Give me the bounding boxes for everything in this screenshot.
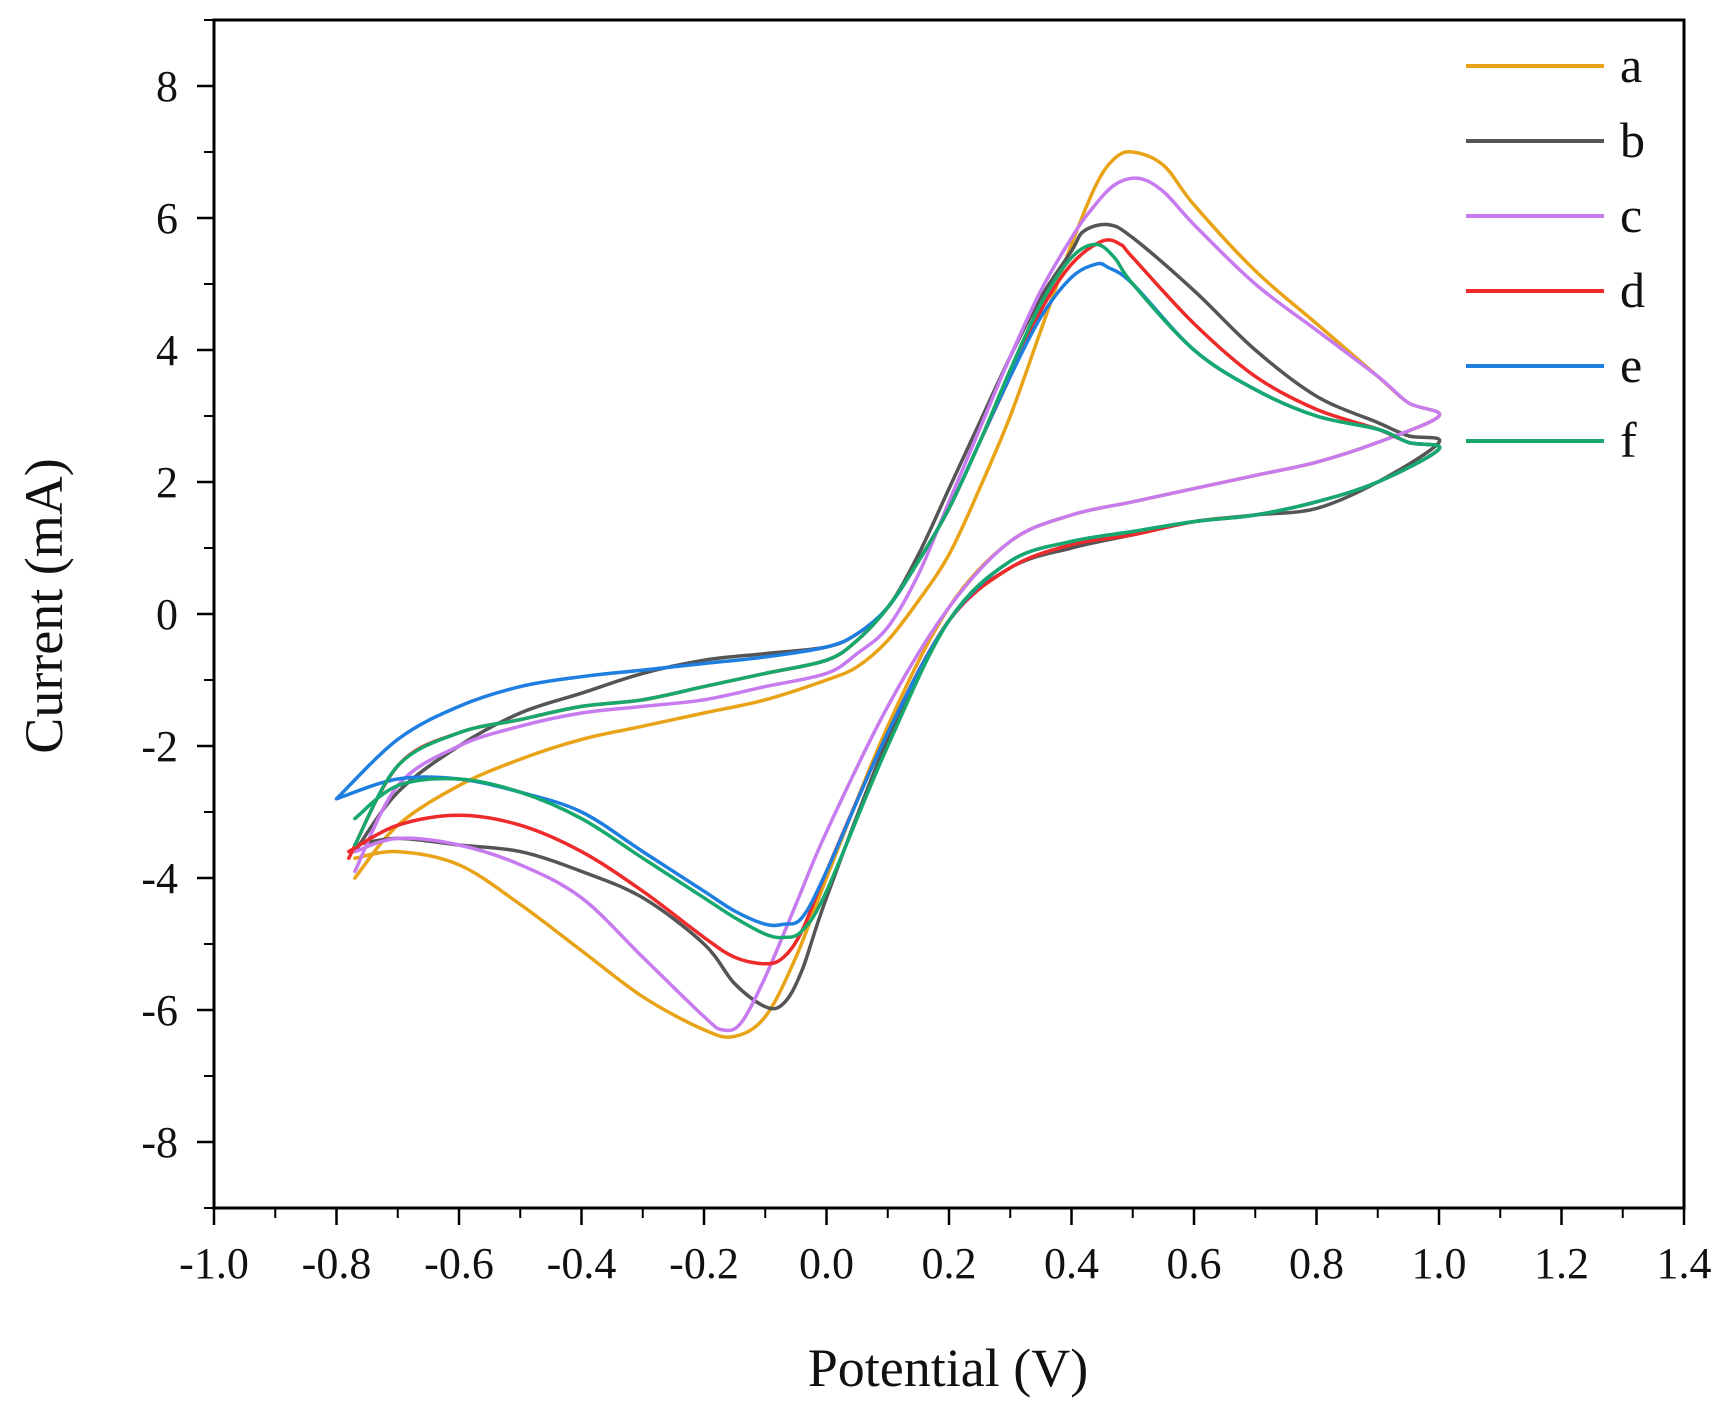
y-tick-label: -2 (141, 722, 178, 771)
x-tick-label: 1.0 (1412, 1239, 1467, 1288)
x-axis-title: Potential (V) (808, 1338, 1088, 1398)
x-tick-label: -0.4 (547, 1239, 617, 1288)
x-tick-label: 0.2 (922, 1239, 977, 1288)
legend-label-b: b (1620, 112, 1645, 168)
x-tick-label: -0.2 (669, 1239, 739, 1288)
y-tick-label: 2 (156, 458, 178, 507)
y-tick-label: 6 (156, 194, 178, 243)
x-tick-label: -0.6 (424, 1239, 494, 1288)
x-tick-label: 0.8 (1289, 1239, 1344, 1288)
x-tick-label: -1.0 (179, 1239, 249, 1288)
y-tick-label: 8 (156, 62, 178, 111)
series-line-e (334, 261, 1442, 928)
y-tick-label: -8 (141, 1118, 178, 1167)
y-tick-label: -6 (141, 986, 178, 1035)
legend-label-e: e (1620, 337, 1642, 393)
legend-label-a: a (1620, 37, 1642, 93)
x-tick-label: 0.6 (1167, 1239, 1222, 1288)
y-tick-label: 4 (156, 326, 178, 375)
x-tick-label: -0.8 (302, 1239, 372, 1288)
y-tick-label: 0 (156, 590, 178, 639)
y-tick-label: -4 (141, 854, 178, 903)
plot-frame (212, 18, 1686, 1210)
x-tick-label: 1.4 (1657, 1239, 1712, 1288)
series-line-c (353, 176, 1442, 1033)
legend-label-f: f (1620, 412, 1637, 468)
legend-label-d: d (1620, 262, 1645, 318)
x-tick-label: 0.0 (799, 1239, 854, 1288)
x-tick-label: 0.4 (1044, 1239, 1099, 1288)
x-tick-label: 1.2 (1534, 1239, 1589, 1288)
legend-label-c: c (1620, 187, 1642, 243)
y-axis-title: Current (mA) (14, 458, 74, 753)
series-line-f (353, 242, 1442, 940)
series-line-a (353, 149, 1442, 1039)
